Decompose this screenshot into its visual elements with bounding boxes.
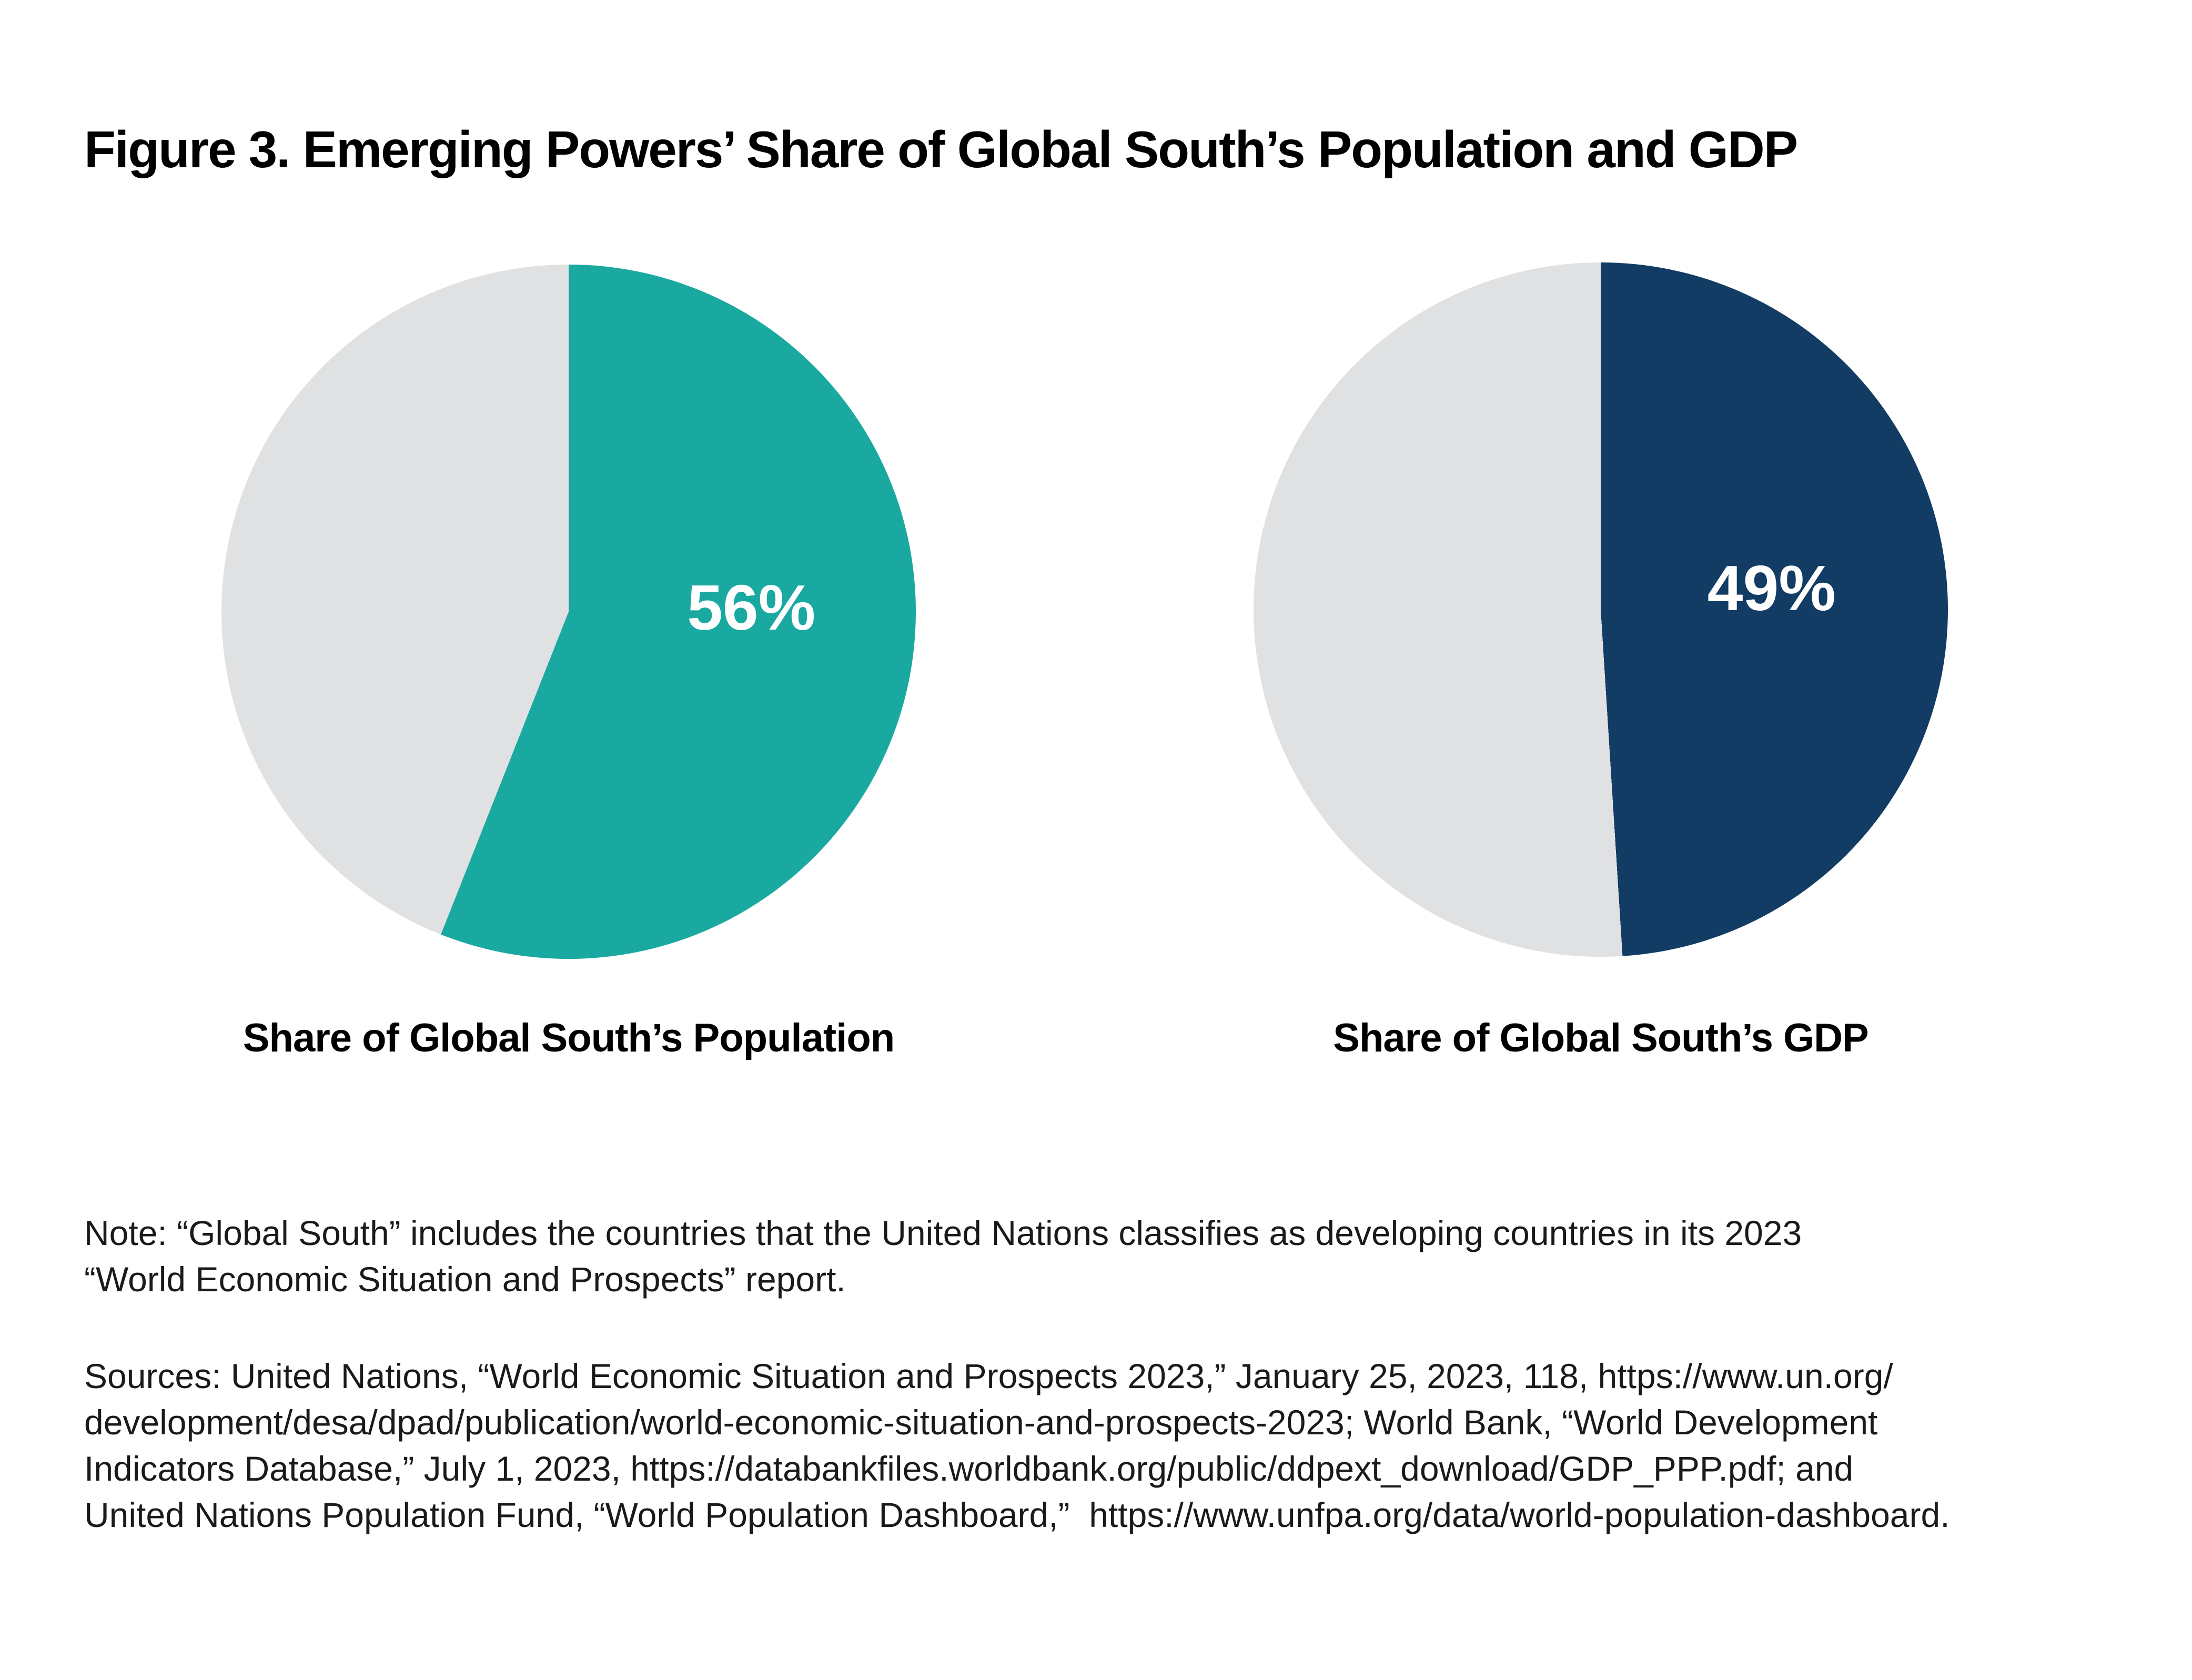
pie-chart-gdp: 49% (1254, 262, 1948, 957)
gdp-share-data-label: 49% (1707, 552, 1836, 624)
pie-label-gdp: Share of Global South’s GDP (1333, 1016, 1868, 1060)
note-line: “World Economic Situation and Prospects”… (84, 1260, 846, 1299)
sources-line: Sources: United Nations, “World Economic… (84, 1357, 1893, 1395)
figure-title: Figure 3. Emerging Powers’ Share of Glob… (84, 120, 1798, 178)
sources-line: United Nations Population Fund, “World P… (84, 1495, 1950, 1534)
population-share-data-label: 56% (687, 572, 816, 644)
pie-label-population: Share of Global South’s Population (243, 1016, 895, 1060)
sources-line: Indicators Database,” July 1, 2023, http… (84, 1449, 1854, 1488)
sources-block: Sources: United Nations, “World Economic… (84, 1353, 1950, 1538)
note-line: Note: “Global South” includes the countr… (84, 1213, 1802, 1252)
note-block: Note: “Global South” includes the countr… (84, 1210, 1802, 1302)
pie-chart-population: 56% (221, 265, 916, 959)
sources-line: development/desa/dpad/publication/world-… (84, 1403, 1878, 1442)
